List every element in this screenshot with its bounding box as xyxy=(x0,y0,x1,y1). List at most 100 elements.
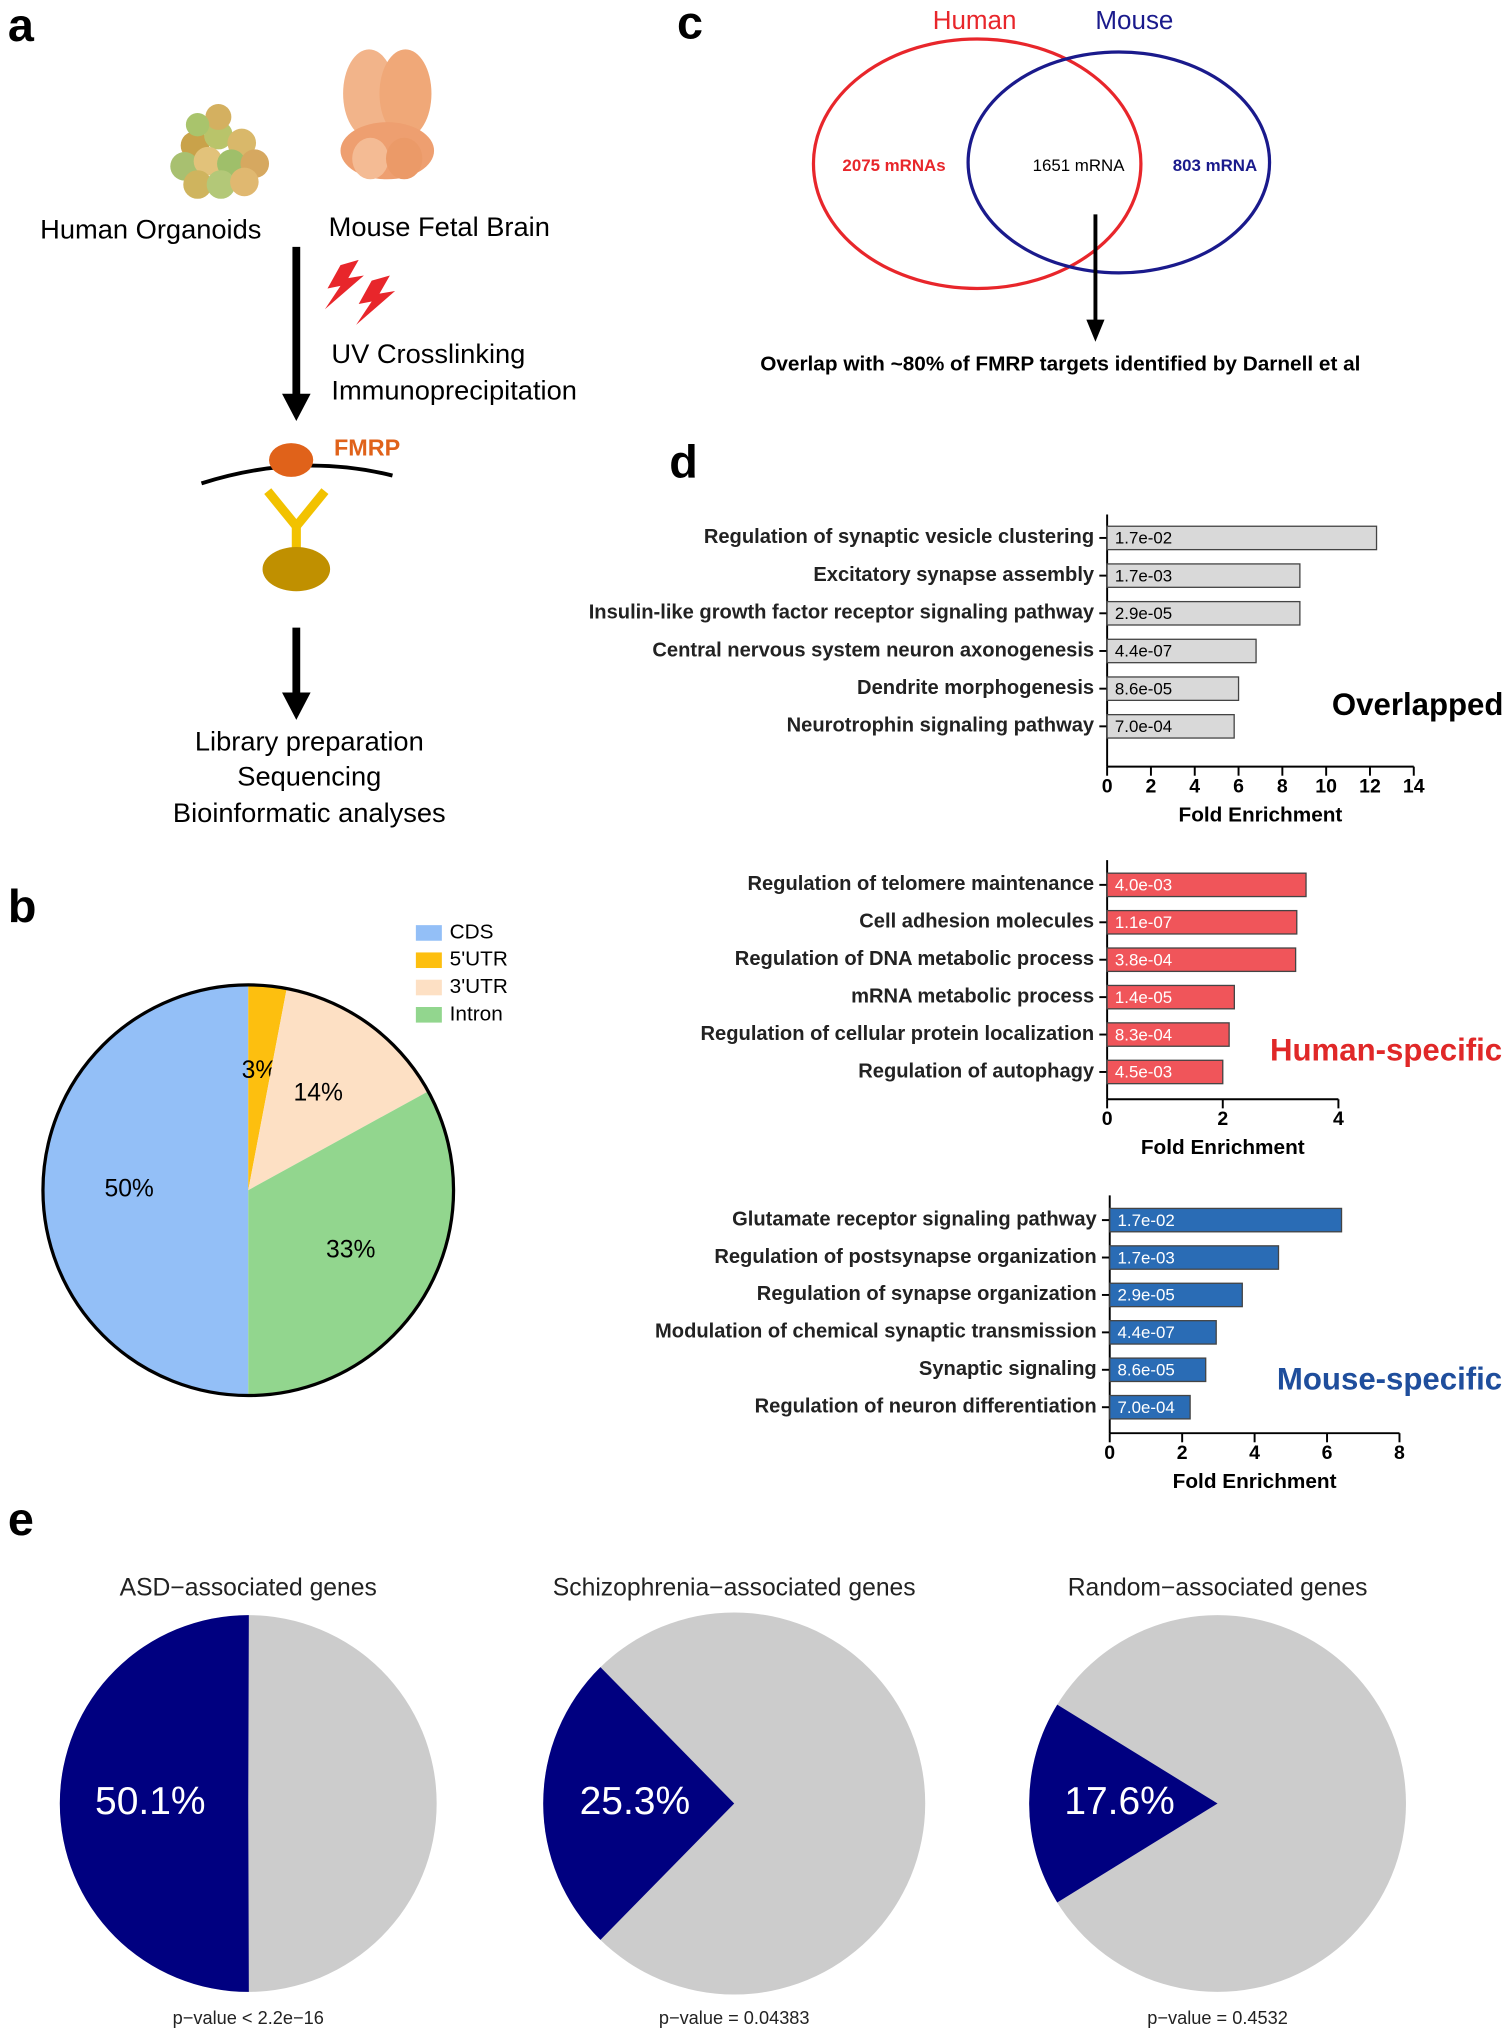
bar-p-value: 7.0e-04 xyxy=(1118,1398,1175,1417)
category-label: Regulation of postsynapse organization xyxy=(714,1246,1096,1268)
output-label: Bioinformatic analyses xyxy=(173,797,446,828)
bar xyxy=(1106,638,1257,664)
arrow xyxy=(282,627,311,720)
x-tick-label: 2 xyxy=(1177,1442,1188,1464)
pie-note: p−value = 0.4532 xyxy=(1147,2008,1288,2028)
bar-p-value: 2.9e-05 xyxy=(1115,604,1172,623)
pie-slice xyxy=(248,988,429,1191)
legend-swatch xyxy=(415,979,442,996)
bar xyxy=(1106,947,1297,973)
bar-p-value: 4.5e-03 xyxy=(1115,1063,1172,1082)
venn-note: Overlap with ~80% of FMRP targets identi… xyxy=(760,353,1360,376)
pie-slice xyxy=(1029,1704,1218,1903)
bar-p-value: 8.6e-05 xyxy=(1115,679,1172,698)
x-tick-label: 2 xyxy=(1146,776,1157,798)
bar-p-value: 1.7e-02 xyxy=(1118,1211,1175,1230)
x-tick-label: 6 xyxy=(1322,1442,1333,1464)
category-label: Modulation of chemical synaptic transmis… xyxy=(655,1321,1097,1343)
x-tick-label: 4 xyxy=(1189,776,1200,798)
step-label: UV Crosslinking xyxy=(331,338,525,369)
panel-label: e xyxy=(8,1493,34,1545)
legend-label: Intron xyxy=(450,1002,503,1025)
pie-note: p−value = 0.04383 xyxy=(659,2008,810,2028)
source-label: Human Organoids xyxy=(40,213,261,244)
x-axis-title: Fold Enrichment xyxy=(1141,1136,1305,1159)
category-label: Regulation of DNA metabolic process xyxy=(735,948,1094,970)
pie-slice xyxy=(59,1615,249,1992)
legend-swatch xyxy=(415,925,442,941)
group-label: Human-specific xyxy=(1270,1033,1502,1068)
bar xyxy=(1106,909,1298,935)
slice-label: 50.1% xyxy=(95,1780,205,1823)
bar xyxy=(1109,1320,1217,1345)
x-tick-label: 10 xyxy=(1315,776,1337,798)
bar xyxy=(1109,1207,1343,1233)
category-label: Excitatory synapse assembly xyxy=(813,564,1095,586)
panel-label: b xyxy=(8,880,37,932)
legend-swatch xyxy=(415,952,442,969)
venn-set xyxy=(811,37,1143,291)
legend-label: 3'UTR xyxy=(450,975,508,998)
bar xyxy=(1106,676,1240,702)
x-tick-label: 8 xyxy=(1394,1442,1405,1464)
legend-label: 5'UTR xyxy=(450,948,508,971)
category-label: Regulation of telomere maintenance xyxy=(747,873,1094,895)
category-label: Regulation of synapse organization xyxy=(757,1283,1097,1305)
x-tick-label: 6 xyxy=(1233,776,1244,798)
pie-title: Schizophrenia−associated genes xyxy=(553,1575,916,1602)
bar xyxy=(1109,1282,1243,1308)
output-label: Sequencing xyxy=(237,761,381,792)
bar xyxy=(1106,1022,1230,1047)
group-label: Overlapped xyxy=(1332,687,1504,722)
x-axis-title: Fold Enrichment xyxy=(1179,803,1343,826)
bar-p-value: 4.0e-03 xyxy=(1115,876,1172,895)
category-label: Synaptic signaling xyxy=(919,1358,1097,1380)
bar xyxy=(1106,872,1307,898)
x-tick-label: 4 xyxy=(1249,1442,1260,1464)
bar xyxy=(1106,525,1378,551)
ip-schematic xyxy=(200,443,393,592)
bar-p-value: 8.3e-04 xyxy=(1115,1025,1172,1044)
slice-label: 17.6% xyxy=(1064,1780,1175,1823)
category-label: mRNA metabolic process xyxy=(851,985,1094,1007)
bar xyxy=(1106,600,1301,626)
category-label: Regulation of neuron differentiation xyxy=(755,1396,1097,1418)
panel-label: a xyxy=(8,0,35,51)
pie-slice xyxy=(248,984,287,1191)
bar-p-value: 1.7e-03 xyxy=(1118,1248,1175,1267)
bar-p-value: 8.6e-05 xyxy=(1118,1361,1175,1380)
venn-set-name: Human xyxy=(933,5,1017,35)
bar-p-value: 1.4e-05 xyxy=(1115,988,1172,1007)
bar-p-value: 1.7e-02 xyxy=(1115,529,1172,548)
slice-label: 14% xyxy=(294,1079,343,1106)
category-label: Insulin-like growth factor receptor sign… xyxy=(589,602,1095,624)
pie-title: ASD−associated genes xyxy=(120,1575,377,1602)
pie-slice xyxy=(248,1091,454,1396)
bar-p-value: 3.8e-04 xyxy=(1115,950,1172,969)
slice-label: 50% xyxy=(104,1176,153,1203)
bar xyxy=(1109,1357,1207,1383)
legend-swatch xyxy=(415,1007,442,1023)
bar-p-value: 1.1e-07 xyxy=(1115,913,1172,932)
x-tick-label: 2 xyxy=(1217,1108,1228,1130)
bar-p-value: 2.9e-05 xyxy=(1118,1286,1175,1305)
bar xyxy=(1106,1059,1224,1085)
venn-set-name: Mouse xyxy=(1095,5,1173,35)
output-label: Library preparation xyxy=(195,725,424,756)
pie-title: Random−associated genes xyxy=(1068,1575,1368,1602)
legend-label: CDS xyxy=(450,920,494,943)
bar-p-value: 4.4e-07 xyxy=(1118,1323,1175,1342)
category-label: Neurotrophin signaling pathway xyxy=(787,715,1095,737)
venn-count: 1651 mRNA xyxy=(1033,156,1126,175)
bar xyxy=(1106,984,1235,1010)
bar-p-value: 7.0e-04 xyxy=(1115,717,1172,736)
x-tick-label: 0 xyxy=(1102,1108,1113,1130)
x-tick-label: 12 xyxy=(1359,776,1381,798)
bar xyxy=(1106,714,1235,739)
x-tick-label: 0 xyxy=(1104,1442,1115,1464)
bar xyxy=(1109,1245,1280,1270)
pie-slice xyxy=(543,1667,735,1940)
category-label: Regulation of autophagy xyxy=(858,1060,1095,1082)
